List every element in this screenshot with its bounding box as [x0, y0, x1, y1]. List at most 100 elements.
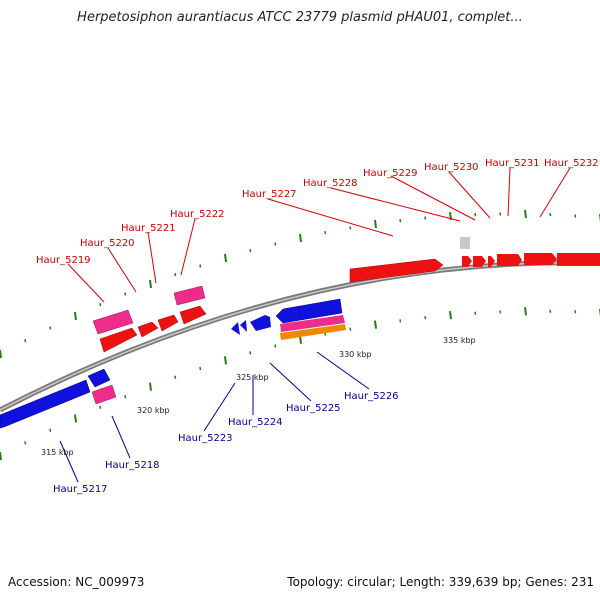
- gene-label-5232[interactable]: Haur_5232: [544, 158, 599, 169]
- gene-label-5222[interactable]: Haur_5222: [170, 209, 225, 220]
- cds-5231b[interactable]: [524, 253, 557, 265]
- gene-label-5223[interactable]: Haur_5223: [178, 433, 233, 444]
- scale-tick: [424, 216, 427, 220]
- grey-feature[interactable]: [460, 237, 470, 249]
- gene-label-5226[interactable]: Haur_5226: [344, 391, 399, 402]
- other-features: [91, 237, 470, 405]
- cds-5223[interactable]: [231, 322, 240, 335]
- scale-tick: [399, 219, 402, 223]
- scale-tick: [299, 335, 302, 344]
- orange-feature-5225[interactable]: [280, 324, 346, 340]
- scale-label-330: 330 kbp: [339, 350, 372, 359]
- cds-5229[interactable]: [473, 256, 486, 267]
- scale-tick: [249, 249, 252, 253]
- gene-label-5220[interactable]: Haur_5220: [80, 238, 135, 249]
- cds-5225a[interactable]: [250, 315, 271, 331]
- scale-tick: [574, 310, 577, 314]
- scale-tick: [24, 339, 27, 343]
- gene-label-5229[interactable]: Haur_5229: [363, 168, 418, 179]
- scale-tick: [249, 351, 252, 355]
- gene-label-5218[interactable]: Haur_5218: [105, 460, 160, 471]
- scale-tick: [524, 307, 527, 316]
- pink-feature-5222[interactable]: [173, 285, 206, 306]
- cds-5230[interactable]: [488, 256, 495, 267]
- cds-5228[interactable]: [462, 256, 472, 267]
- gene-label-5231[interactable]: Haur_5231: [485, 158, 540, 169]
- scale-tick: [224, 253, 227, 263]
- gene-label-5228[interactable]: Haur_5228: [303, 178, 358, 189]
- gene-label-5221[interactable]: Haur_5221: [121, 223, 176, 234]
- scale-tick: [399, 319, 402, 323]
- scale-tick: [474, 213, 477, 217]
- scale-tick: [149, 279, 152, 289]
- scale-labels: 315 kbp 320 kbp 325 kbp 330 kbp 335 kbp: [41, 336, 476, 457]
- map-title: Herpetosiphon aurantiacus ATCC 23779 pla…: [77, 10, 523, 25]
- cds-5221b[interactable]: [157, 314, 179, 332]
- gene-label-5227[interactable]: Haur_5227: [242, 189, 297, 200]
- cds-5232[interactable]: [557, 253, 600, 266]
- scale-tick: [299, 233, 302, 243]
- gene-label-5230[interactable]: Haur_5230: [424, 162, 479, 173]
- scale-tick: [374, 219, 377, 229]
- pink-feature-5218[interactable]: [91, 384, 117, 405]
- scale-tick: [199, 366, 202, 371]
- scale-tick: [99, 405, 102, 409]
- cds-5222[interactable]: [179, 305, 207, 325]
- cds-5220[interactable]: [99, 327, 138, 353]
- scale-tick: [349, 226, 352, 230]
- scale-tick: [324, 231, 327, 235]
- scale-tick: [499, 310, 502, 314]
- scale-tick: [549, 213, 552, 217]
- scale-tick: [0, 451, 2, 461]
- gene-label-5225[interactable]: Haur_5225: [286, 403, 341, 414]
- scale-tick: [74, 311, 77, 321]
- scale-tick: [574, 214, 577, 218]
- scale-tick: [274, 344, 277, 348]
- scale-tick: [374, 320, 377, 329]
- cds-5224[interactable]: [240, 320, 247, 332]
- scale-tick: [349, 327, 352, 331]
- scale-tick: [224, 356, 227, 365]
- cds-5221[interactable]: [137, 321, 159, 338]
- scale-tick: [449, 311, 452, 320]
- cds-5225b[interactable]: [275, 298, 343, 324]
- scale-tick: [524, 209, 527, 219]
- scale-tick: [549, 309, 552, 313]
- scale-tick: [0, 349, 2, 359]
- scale-tick: [199, 264, 202, 268]
- cds-5231[interactable]: [497, 254, 522, 266]
- scale-tick: [174, 375, 177, 379]
- scale-label-320: 320 kbp: [137, 406, 170, 415]
- reverse-labels: Haur_5217 Haur_5218 Haur_5223 Haur_5224 …: [53, 391, 399, 495]
- reverse-leader-lines: [59, 351, 370, 483]
- scale-label-315: 315 kbp: [41, 448, 74, 457]
- cds-5218[interactable]: [87, 368, 111, 388]
- gene-label-5224[interactable]: Haur_5224: [228, 417, 283, 428]
- gene-label-5217[interactable]: Haur_5217: [53, 484, 108, 495]
- cds-5227[interactable]: [349, 258, 444, 283]
- scale-tick: [74, 414, 77, 423]
- genome-stats-text: Topology: circular; Length: 339,639 bp; …: [287, 575, 594, 589]
- forward-labels: Haur_5219 Haur_5220 Haur_5221 Haur_5222 …: [36, 158, 599, 266]
- reverse-features: [0, 298, 343, 429]
- scale-tick: [274, 242, 277, 246]
- scale-label-325: 325 kbp: [236, 373, 269, 382]
- scale-tick: [499, 212, 502, 216]
- scale-tick: [424, 316, 427, 320]
- scale-tick: [474, 311, 477, 315]
- forward-features: [99, 253, 600, 353]
- scale-tick: [124, 292, 127, 296]
- scale-tick: [24, 441, 27, 445]
- pink-feature-5225[interactable]: [280, 315, 345, 332]
- scale-tick: [174, 273, 177, 277]
- forward-leader-lines: [67, 167, 571, 303]
- cds-5217[interactable]: [0, 379, 91, 429]
- gene-label-5219[interactable]: Haur_5219: [36, 255, 91, 266]
- accession-text: Accession: NC_009973: [8, 575, 145, 589]
- scale-tick: [149, 382, 152, 391]
- scale-tick: [49, 326, 52, 330]
- pink-feature-5219[interactable]: [92, 309, 134, 335]
- scale-label-335: 335 kbp: [443, 336, 476, 345]
- scale-tick: [124, 395, 127, 399]
